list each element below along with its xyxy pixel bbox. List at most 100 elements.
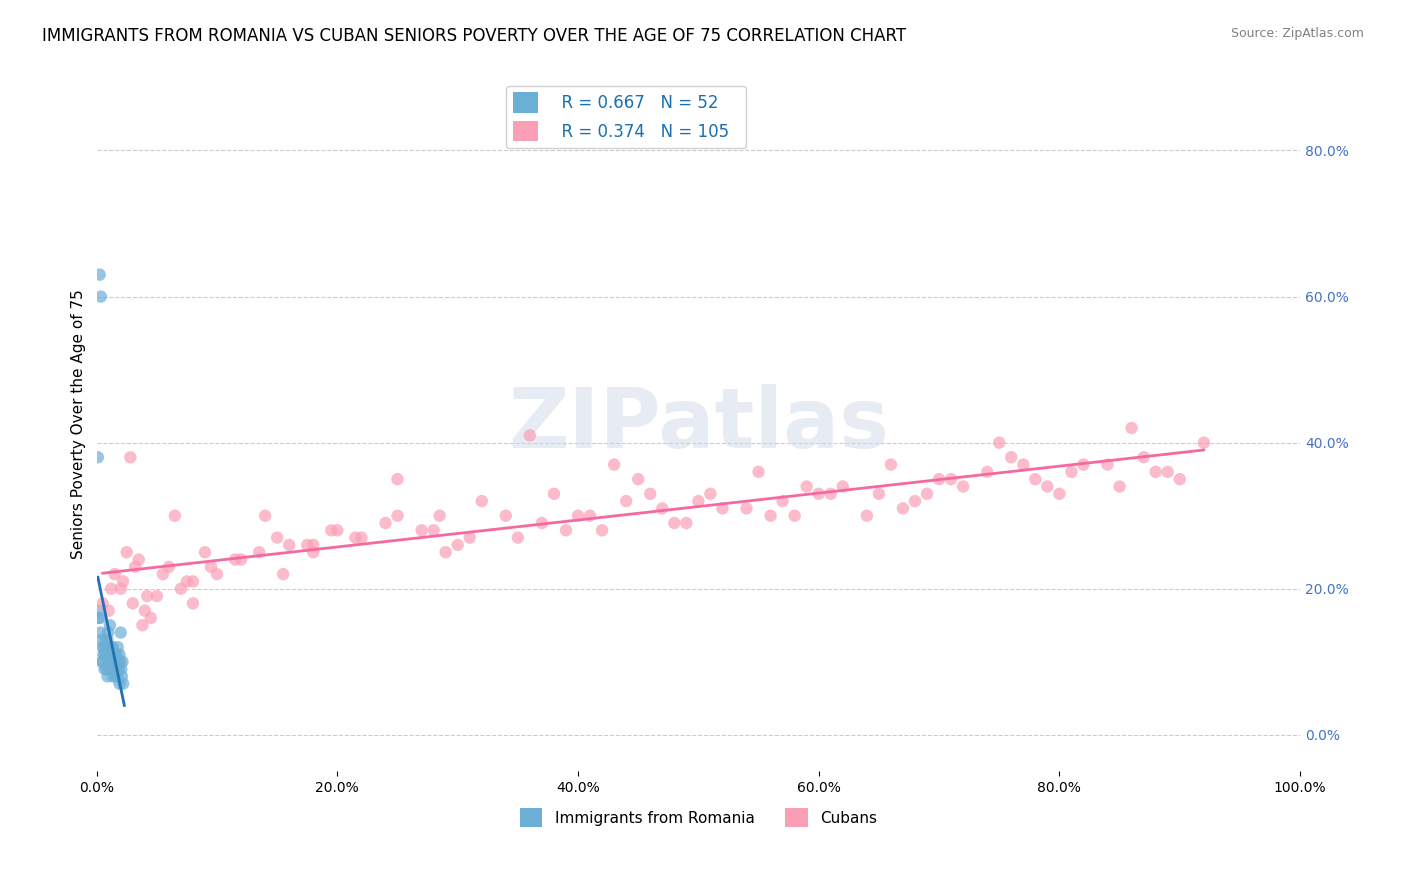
Point [567,508,589,523]
Point [880,458,903,472]
Point [110,582,132,596]
Point [90,289,112,303]
Point [94,648,117,662]
Point [112,676,135,690]
Point [928,472,950,486]
Point [87,611,110,625]
Text: ZIPatlas: ZIPatlas [508,384,889,465]
Point [97,604,120,618]
Point [98,655,121,669]
Point [93,640,115,655]
Point [506,531,529,545]
Point [1047,487,1070,501]
Point [93,662,115,676]
Point [87,450,110,465]
Point [1012,458,1035,472]
Point [103,648,125,662]
Point [471,494,494,508]
Point [96,669,118,683]
Point [434,545,457,559]
Point [105,648,128,662]
Point [1108,479,1130,493]
Text: IMMIGRANTS FROM ROMANIA VS CUBAN SENIORS POVERTY OVER THE AGE OF 75 CORRELATION : IMMIGRANTS FROM ROMANIA VS CUBAN SENIORS… [42,27,907,45]
Point [699,487,721,501]
Point [100,655,122,669]
Point [104,669,127,683]
Point [105,662,128,676]
Point [108,655,131,669]
Point [1132,450,1154,465]
Point [107,640,129,655]
Point [98,655,121,669]
Point [555,524,578,538]
Point [1168,472,1191,486]
Point [157,559,180,574]
Point [97,662,120,676]
Point [1192,435,1215,450]
Point [952,479,974,493]
Legend: Immigrants from Romania, Cubans: Immigrants from Romania, Cubans [513,802,883,833]
Point [100,582,122,596]
Point [675,516,697,530]
Point [856,508,879,523]
Point [224,552,246,566]
Point [96,632,118,647]
Point [266,531,288,545]
Point [939,472,962,486]
Point [603,458,626,472]
Point [543,487,565,501]
Point [387,472,409,486]
Point [181,574,204,589]
Point [120,450,142,465]
Point [627,472,650,486]
Point [170,582,193,596]
Point [152,567,174,582]
Point [200,559,222,574]
Point [783,508,806,523]
Point [422,524,444,538]
Point [229,552,252,566]
Point [91,596,114,610]
Point [91,655,114,669]
Point [387,508,409,523]
Point [1073,458,1095,472]
Point [205,567,228,582]
Point [104,662,127,676]
Point [1144,465,1167,479]
Point [87,604,110,618]
Point [344,531,367,545]
Point [89,268,111,282]
Point [591,524,613,538]
Point [688,494,710,508]
Point [651,501,673,516]
Point [868,487,890,501]
Point [807,487,830,501]
Point [748,465,770,479]
Point [254,508,277,523]
Point [108,676,131,690]
Point [97,625,120,640]
Point [111,655,134,669]
Point [297,538,319,552]
Point [1157,465,1180,479]
Point [772,494,794,508]
Point [111,669,134,683]
Point [271,567,294,582]
Point [429,508,451,523]
Point [105,669,128,683]
Point [831,479,853,493]
Point [131,618,153,632]
Point [91,640,114,655]
Point [374,516,396,530]
Point [1036,479,1059,493]
Point [108,662,131,676]
Point [101,640,124,655]
Point [664,516,686,530]
Point [121,596,143,610]
Text: Source: ZipAtlas.com: Source: ZipAtlas.com [1230,27,1364,40]
Point [91,648,114,662]
Point [820,487,842,501]
Point [108,648,131,662]
Point [711,501,734,516]
Point [411,524,433,538]
